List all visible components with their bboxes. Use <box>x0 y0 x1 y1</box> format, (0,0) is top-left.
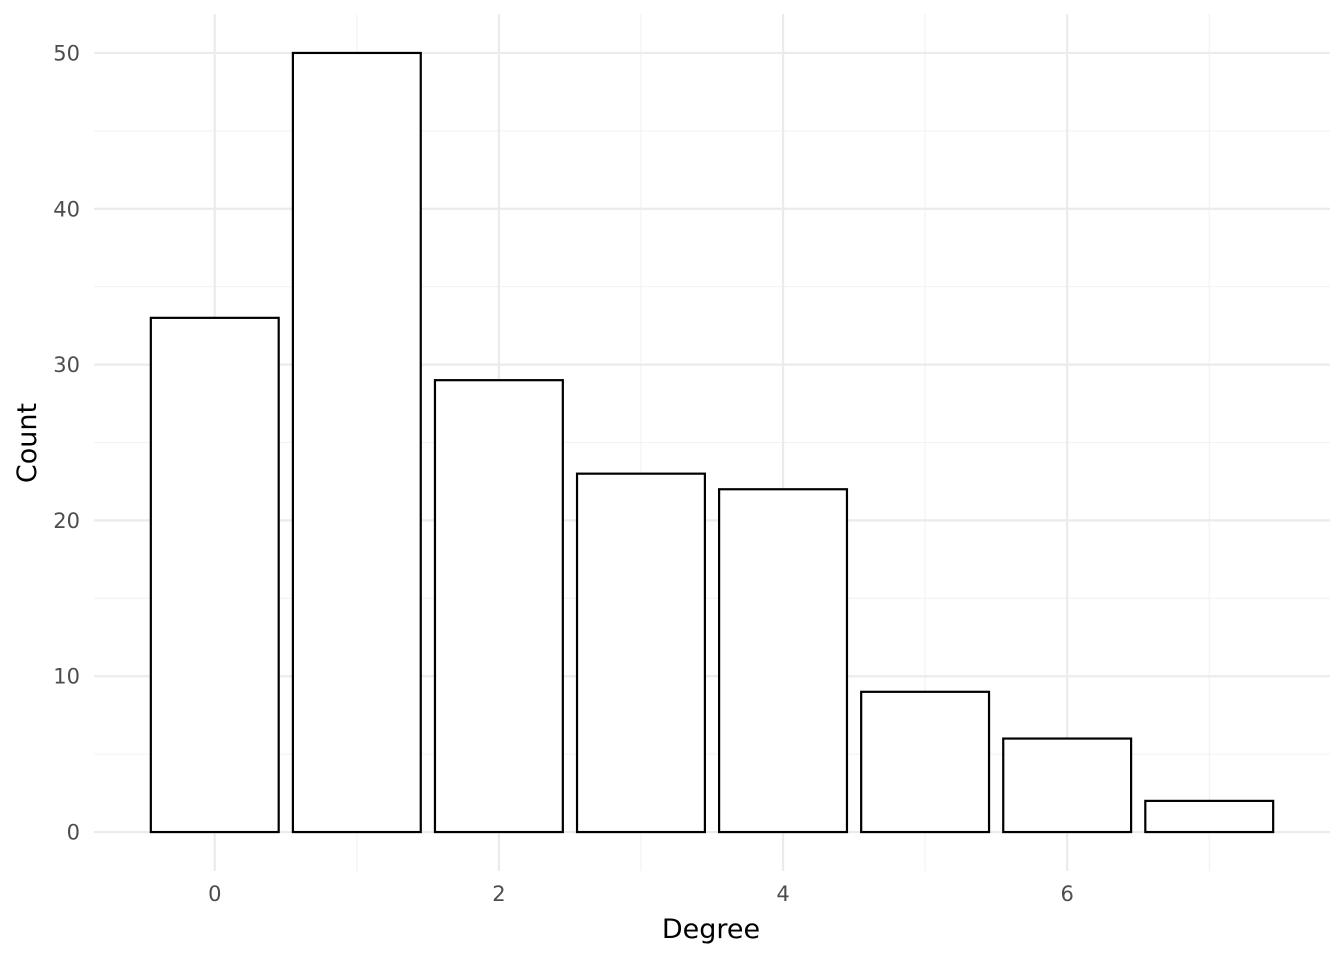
bars <box>149 51 1275 834</box>
y-axis-tick-labels: 0 10 20 30 40 50 <box>53 41 80 844</box>
x-tick-label: 2 <box>492 882 505 906</box>
y-axis-title: Count <box>12 403 43 483</box>
bar-degree-1 <box>291 51 422 834</box>
y-tick-label: 20 <box>53 509 80 533</box>
bar-degree-5 <box>860 690 991 834</box>
y-tick-label: 0 <box>67 821 80 845</box>
y-tick-label: 50 <box>53 41 80 65</box>
bar-degree-4 <box>718 488 849 834</box>
x-axis-title: Degree <box>662 914 760 945</box>
x-tick-label: 6 <box>1060 882 1073 906</box>
x-tick-label: 4 <box>776 882 789 906</box>
y-tick-label: 10 <box>53 665 80 689</box>
bar-degree-3 <box>575 472 706 834</box>
bar-degree-0 <box>149 316 280 834</box>
y-tick-label: 40 <box>53 197 80 221</box>
x-tick-label: 0 <box>208 882 221 906</box>
bar-degree-7 <box>1144 799 1275 834</box>
y-tick-label: 30 <box>53 353 80 377</box>
bar-degree-6 <box>1002 737 1133 834</box>
x-axis-tick-labels: 0 2 4 6 <box>208 882 1074 906</box>
bar-degree-2 <box>433 379 564 834</box>
